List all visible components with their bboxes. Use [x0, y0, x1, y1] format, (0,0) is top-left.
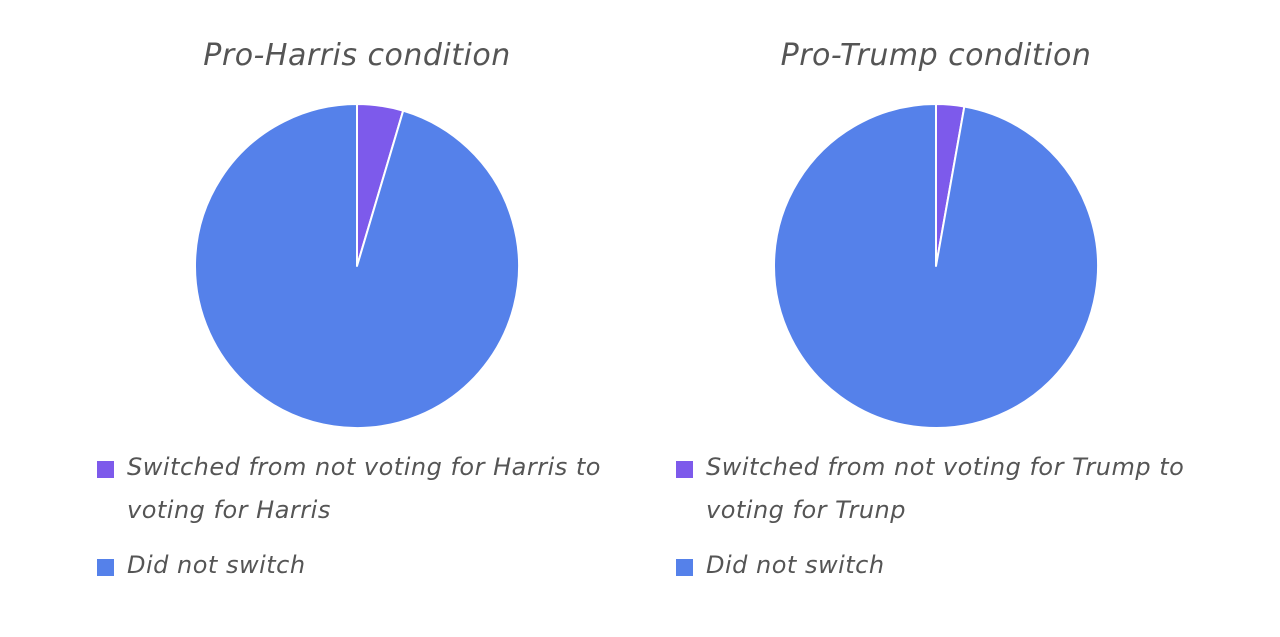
chart-panel-pro-harris: Pro-Harris condition Switched from not v…	[57, 0, 657, 637]
legend-label: Did not switch	[127, 551, 306, 579]
legend-label: Switched from not voting for Harris to v…	[127, 453, 601, 524]
legend-swatch	[97, 461, 114, 478]
legend-swatch	[676, 559, 693, 576]
legend-item-switched: Switched from not voting for Trump to vo…	[676, 446, 1236, 532]
legend-item-did-not-switch: Did not switch	[676, 544, 1236, 587]
chart-panel-pro-trump: Pro-Trump condition Switched from not vo…	[636, 0, 1236, 637]
chart-title: Pro-Trump condition	[780, 38, 1092, 73]
legend-swatch	[97, 559, 114, 576]
legend-label: Did not switch	[706, 551, 885, 579]
legend-item-did-not-switch: Did not switch	[97, 544, 657, 587]
pie-chart	[194, 103, 520, 429]
legend-item-switched: Switched from not voting for Harris to v…	[97, 446, 657, 532]
pie-slice-1	[773, 103, 1099, 429]
chart-legend: Switched from not voting for Trump to vo…	[676, 446, 1236, 599]
chart-title: Pro-Harris condition	[203, 38, 511, 73]
chart-legend: Switched from not voting for Harris to v…	[97, 446, 657, 599]
legend-label: Switched from not voting for Trump to vo…	[706, 453, 1185, 524]
legend-swatch	[676, 461, 693, 478]
pie-chart	[773, 103, 1099, 429]
pie-slice-1	[194, 103, 520, 429]
